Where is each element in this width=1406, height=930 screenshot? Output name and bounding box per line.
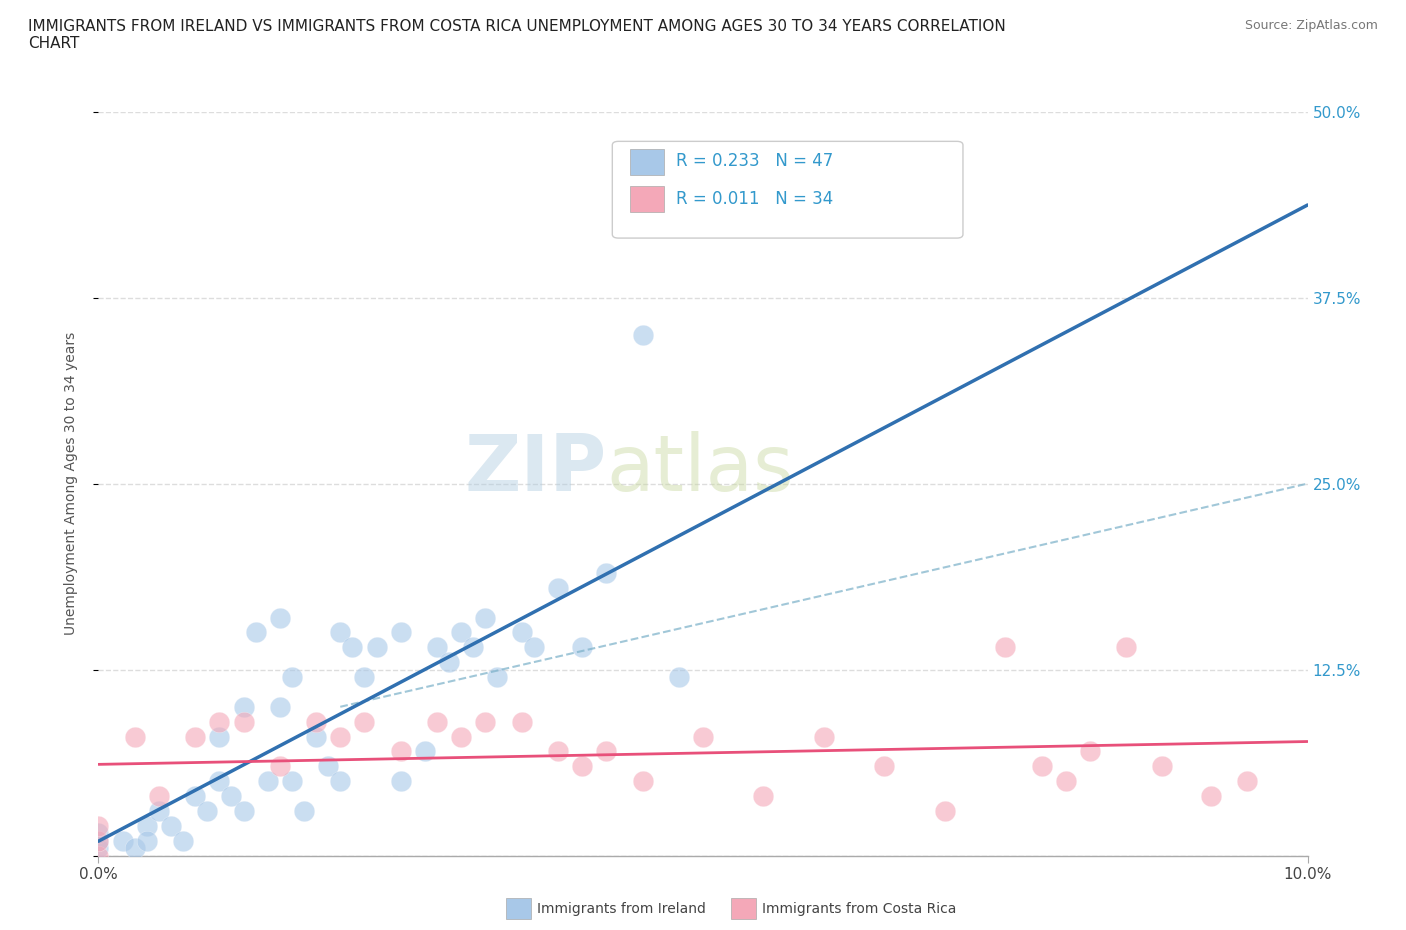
Point [342, 640, 364, 655]
Point [450, 729, 472, 744]
Point [631, 774, 654, 789]
Point [547, 744, 569, 759]
Point [208, 729, 231, 744]
Point [752, 789, 775, 804]
Point [316, 759, 339, 774]
Y-axis label: Unemployment Among Ages 30 to 34 years: Unemployment Among Ages 30 to 34 years [63, 332, 77, 635]
Point [124, 841, 146, 856]
Point [547, 580, 569, 595]
Point [474, 714, 496, 729]
Point [389, 744, 412, 759]
Point [305, 714, 328, 729]
Point [1236, 774, 1258, 789]
Point [934, 804, 956, 818]
Point [595, 565, 617, 580]
Point [692, 729, 714, 744]
Point [571, 759, 593, 774]
Point [389, 625, 412, 640]
Point [184, 729, 207, 744]
Point [87, 848, 110, 863]
Point [1031, 759, 1053, 774]
Point [366, 640, 388, 655]
Bar [630, 186, 664, 212]
Point [389, 774, 412, 789]
Point [305, 729, 328, 744]
Point [292, 804, 315, 818]
Bar [630, 149, 664, 175]
Point [269, 699, 291, 714]
Text: atlas: atlas [606, 431, 794, 507]
Point [486, 670, 509, 684]
Point [135, 833, 157, 848]
Point [523, 640, 546, 655]
Point [87, 818, 110, 833]
Point [595, 744, 617, 759]
Point [148, 789, 170, 804]
Point [450, 625, 472, 640]
Point [221, 789, 243, 804]
Point [873, 759, 896, 774]
Point [1152, 759, 1174, 774]
Point [269, 610, 291, 625]
Point [124, 729, 146, 744]
Point [413, 744, 436, 759]
Point [426, 640, 449, 655]
Point [994, 640, 1017, 655]
Text: IMMIGRANTS FROM IRELAND VS IMMIGRANTS FROM COSTA RICA UNEMPLOYMENT AMONG AGES 30: IMMIGRANTS FROM IRELAND VS IMMIGRANTS FR… [28, 19, 1005, 51]
Point [353, 670, 375, 684]
Point [1078, 744, 1101, 759]
Point [111, 833, 134, 848]
Point [195, 804, 218, 818]
Text: ZIP: ZIP [464, 431, 606, 507]
Point [813, 729, 835, 744]
Text: Source: ZipAtlas.com: Source: ZipAtlas.com [1244, 19, 1378, 32]
Point [329, 625, 352, 640]
Point [1199, 789, 1222, 804]
Point [184, 789, 207, 804]
Point [245, 625, 267, 640]
Point [281, 774, 304, 789]
Point [87, 833, 110, 848]
Point [160, 818, 183, 833]
Point [631, 327, 654, 342]
Point [208, 774, 231, 789]
Point [172, 833, 194, 848]
Point [668, 670, 690, 684]
Point [87, 826, 110, 841]
Text: R = 0.011   N = 34: R = 0.011 N = 34 [676, 190, 834, 207]
Point [232, 699, 254, 714]
Point [510, 714, 533, 729]
Text: R = 0.233   N = 47: R = 0.233 N = 47 [676, 153, 834, 170]
Point [208, 714, 231, 729]
Point [256, 774, 278, 789]
Point [474, 610, 496, 625]
Point [87, 833, 110, 848]
Point [463, 640, 485, 655]
Text: Immigrants from Costa Rica: Immigrants from Costa Rica [762, 901, 956, 916]
Point [510, 625, 533, 640]
FancyBboxPatch shape [613, 141, 963, 238]
Point [269, 759, 291, 774]
Point [148, 804, 170, 818]
Point [437, 655, 460, 670]
Point [232, 804, 254, 818]
Point [281, 670, 304, 684]
Point [329, 774, 352, 789]
Point [1054, 774, 1077, 789]
Point [426, 714, 449, 729]
Point [329, 729, 352, 744]
Point [232, 714, 254, 729]
Text: Immigrants from Ireland: Immigrants from Ireland [537, 901, 706, 916]
Point [87, 841, 110, 856]
Point [1115, 640, 1137, 655]
Point [135, 818, 157, 833]
Point [353, 714, 375, 729]
Point [571, 640, 593, 655]
